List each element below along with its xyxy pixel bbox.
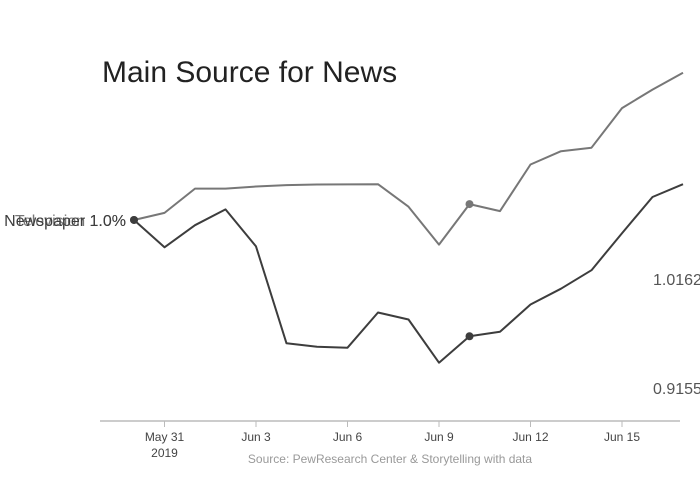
start-label-newspaper: Newspaper 1.0% (4, 213, 126, 230)
x-tick-label: Jun 6 (333, 430, 363, 444)
x-tick-label: Jun 15 (604, 430, 640, 444)
chart-title: Main Source for News (102, 56, 398, 89)
series-lines (130, 71, 684, 364)
x-tick-sublabel: 2019 (151, 446, 178, 460)
end-label-television: 1.0162 (653, 272, 700, 289)
x-tick-label: Jun 3 (241, 430, 271, 444)
series-marker-newspaper (130, 215, 138, 224)
series-marker-newspaper (465, 332, 474, 341)
end-label-newspaper: 0.9155 (653, 381, 700, 398)
x-tick-label: Jun 12 (512, 430, 548, 444)
series-labels: Television 1.0%Newspaper 1.0% 1.0162 0.915… (4, 213, 700, 398)
series-line-television (133, 71, 684, 246)
x-tick-label: May 31 (145, 430, 185, 444)
source-note: Source: PewResearch Center & Storytellin… (247, 452, 533, 466)
x-tick-label: Jun 9 (424, 430, 454, 444)
start-label-television: Television 1.0% (15, 213, 126, 230)
x-axis-ticks: May 31 2019 Jun 3 Jun 6 Jun 9 Jun 12 Jun 15 (145, 421, 640, 460)
series-line-newspaper (133, 183, 684, 364)
series-marker-television (465, 200, 474, 209)
